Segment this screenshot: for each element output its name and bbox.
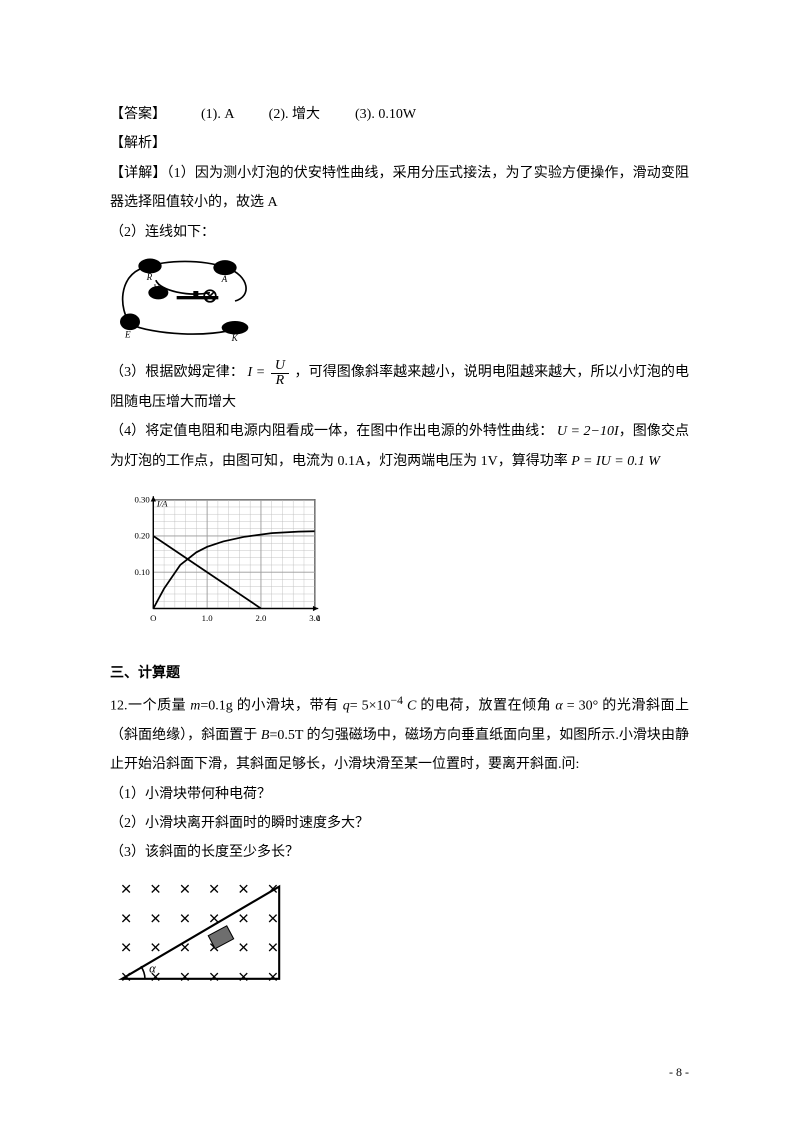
detail-p4a: （4）将定值电阻和电源内阻看成一体，在图中作出电源的外特性曲线：: [110, 424, 553, 439]
svg-text:U/V: U/V: [316, 613, 320, 623]
svg-text:×: ×: [238, 966, 249, 987]
q12-a: 一个质量: [128, 698, 191, 713]
iv-chart-svg: O1.02.03.00.100.200.30U/VI/A: [120, 482, 320, 642]
iv-chart: O1.02.03.00.100.200.30U/VI/A: [120, 482, 689, 653]
svg-text:α: α: [149, 961, 156, 975]
detail-p3a: （3）根据欧姆定律：: [110, 365, 244, 380]
q12-mval: =0.1g 的小滑块，带有: [200, 698, 342, 713]
svg-text:O: O: [150, 613, 156, 623]
circuit-diagram: RAVEK: [110, 251, 260, 341]
svg-text:1.0: 1.0: [202, 613, 214, 623]
q12-qunit: C: [403, 698, 416, 713]
ohm-frac-den: R: [271, 374, 289, 388]
svg-text:×: ×: [209, 966, 220, 987]
q12-qval: = 5×10: [350, 698, 391, 713]
svg-text:×: ×: [267, 966, 278, 987]
detail-p3: （3）根据欧姆定律： I = U R ，可得图像斜率越来越小，说明电阻越来越大，…: [110, 358, 689, 417]
svg-text:×: ×: [179, 966, 190, 987]
answer-label: 【答案】: [110, 107, 166, 122]
answer-item-3: (3). 0.10W: [355, 107, 416, 122]
ohm-lhs: I =: [248, 365, 266, 380]
detail-label: 【详解】: [110, 166, 167, 181]
q12-q: q: [343, 698, 350, 713]
svg-text:A: A: [221, 274, 228, 284]
incline-diagram: ××××××××××××××××××××××××α: [110, 874, 689, 1015]
answer-item-1: (1). A: [201, 107, 234, 122]
svg-text:×: ×: [267, 936, 278, 957]
svg-text:×: ×: [121, 878, 132, 899]
q12-sub2: （2）小滑块离开斜面时的瞬时速度多大？: [110, 809, 689, 838]
q12-body: 12.一个质量 m=0.1g 的小滑块，带有 q= 5×10−4 C 的电荷，放…: [110, 689, 689, 780]
q12-num: 12.: [110, 698, 128, 713]
q12-sub3: （3）该斜面的长度至少多长？: [110, 838, 689, 867]
answer-item-2: (2). 增大: [269, 107, 320, 122]
svg-text:×: ×: [150, 878, 161, 899]
q12-b: 的电荷，放置在倾角: [416, 698, 555, 713]
incline-svg: ××××××××××××××××××××××××α: [110, 874, 310, 1004]
svg-text:E: E: [124, 330, 131, 340]
page-number: - 8 -: [669, 1060, 689, 1085]
svg-text:I/A: I/A: [156, 499, 168, 509]
q12-alphaval: = 30°: [563, 698, 599, 713]
analysis-label: 【解析】: [110, 129, 689, 158]
svg-text:×: ×: [267, 907, 278, 928]
svg-text:×: ×: [238, 878, 249, 899]
q12-m: m: [190, 698, 200, 713]
svg-text:0.10: 0.10: [134, 567, 150, 577]
svg-text:×: ×: [238, 936, 249, 957]
q12-qexp: −4: [391, 694, 403, 707]
q12-sub1: （1）小滑块带何种电荷？: [110, 780, 689, 809]
detail-p1: 【详解】（1）因为测小灯泡的伏安特性曲线，采用分压式接法，为了实验方便操作，滑动…: [110, 159, 689, 218]
svg-text:×: ×: [150, 907, 161, 928]
svg-text:×: ×: [150, 936, 161, 957]
q12-alpha: α: [555, 698, 562, 713]
svg-text:K: K: [231, 333, 239, 341]
svg-text:0.20: 0.20: [134, 531, 150, 541]
page: 【答案】 (1). A (2). 增大 (3). 0.10W 【解析】 【详解】…: [0, 0, 794, 1123]
eq-P: P = IU = 0.1 W: [571, 454, 660, 469]
detail-p4: （4）将定值电阻和电源内阻看成一体，在图中作出电源的外特性曲线： U = 2−1…: [110, 417, 689, 476]
svg-text:2.0: 2.0: [255, 613, 267, 623]
detail-p2: （2）连线如下：: [110, 218, 689, 247]
ohm-fraction: U R: [271, 359, 289, 388]
detail-p1-text: （1）因为测小灯泡的伏安特性曲线，采用分压式接法，为了实验方便操作，滑动变阻器选…: [110, 166, 689, 210]
svg-text:×: ×: [209, 878, 220, 899]
answer-line: 【答案】 (1). A (2). 增大 (3). 0.10W: [110, 100, 689, 129]
section-3-title: 三、计算题: [110, 659, 689, 688]
svg-text:0.30: 0.30: [134, 494, 150, 504]
ohm-frac-num: U: [271, 359, 289, 374]
svg-text:×: ×: [121, 907, 132, 928]
eq-U: U = 2−10I: [557, 424, 619, 439]
svg-text:R: R: [146, 272, 153, 282]
svg-text:×: ×: [121, 936, 132, 957]
svg-text:×: ×: [179, 878, 190, 899]
svg-text:×: ×: [179, 907, 190, 928]
